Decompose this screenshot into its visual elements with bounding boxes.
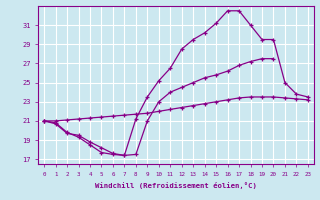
X-axis label: Windchill (Refroidissement éolien,°C): Windchill (Refroidissement éolien,°C): [95, 182, 257, 189]
